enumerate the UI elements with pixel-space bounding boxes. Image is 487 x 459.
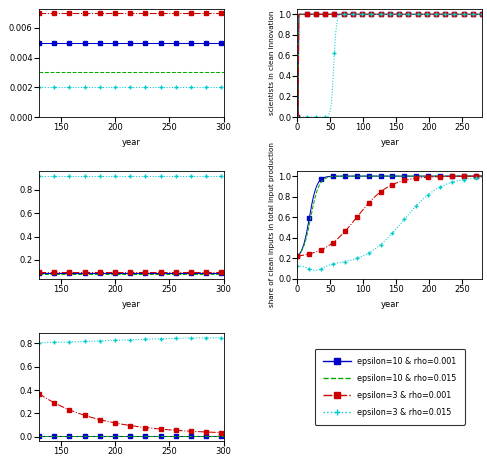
X-axis label: year: year <box>380 138 399 147</box>
X-axis label: year: year <box>380 300 399 308</box>
Y-axis label: share of clean inputs in total input production: share of clean inputs in total input pro… <box>269 142 275 308</box>
X-axis label: year: year <box>122 138 141 147</box>
Legend: epsilon=10 & rho=0.001, epsilon=10 & rho=0.015, epsilon=3 & rho=0.001, epsilon=3: epsilon=10 & rho=0.001, epsilon=10 & rho… <box>315 348 465 425</box>
X-axis label: year: year <box>122 300 141 308</box>
Y-axis label: scientists in clean innovation: scientists in clean innovation <box>269 11 275 115</box>
